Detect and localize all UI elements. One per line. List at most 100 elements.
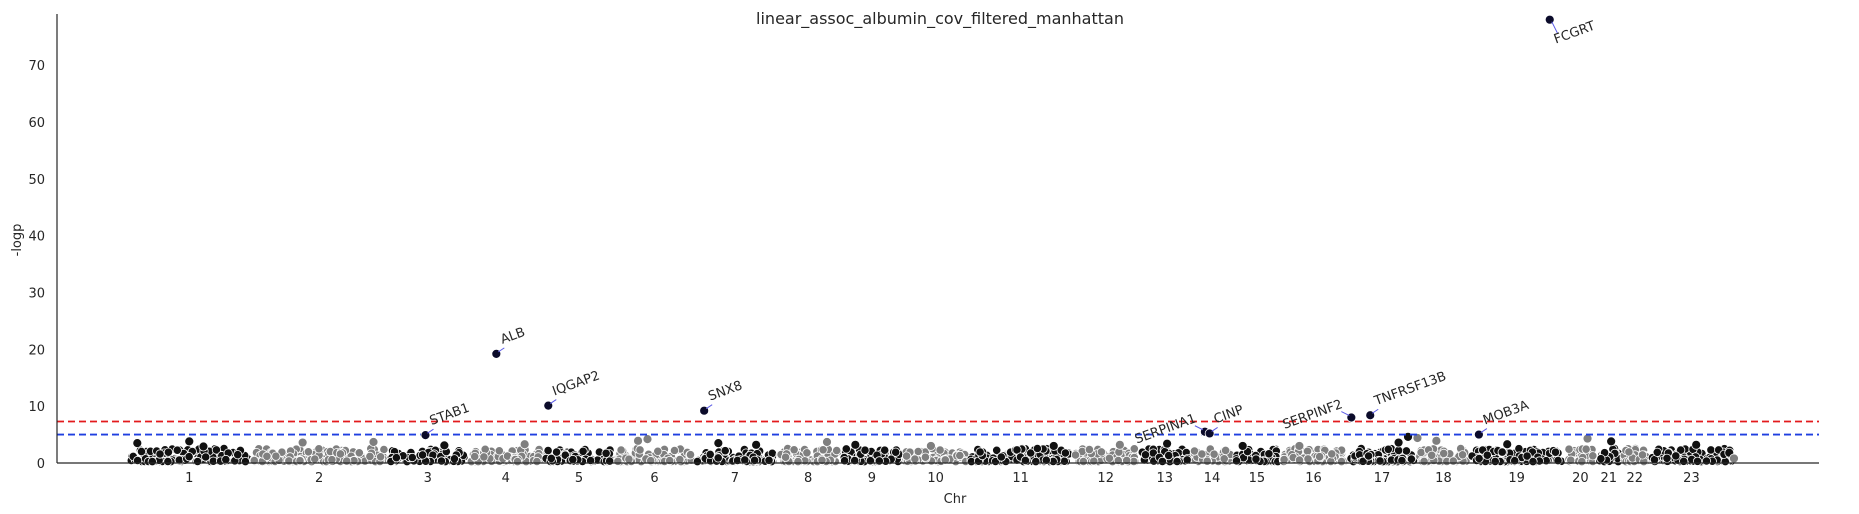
hit-label-stab1: STAB1 bbox=[428, 401, 472, 429]
points-layer bbox=[126, 431, 1739, 467]
hit-label-alb: ALB bbox=[499, 325, 528, 348]
snp-point bbox=[1303, 454, 1313, 464]
snp-point bbox=[1566, 455, 1576, 465]
snp-point bbox=[613, 456, 623, 466]
snp-point bbox=[1691, 439, 1702, 450]
snp-point bbox=[543, 445, 553, 456]
snp-point bbox=[935, 445, 945, 455]
snp-point bbox=[669, 445, 680, 456]
snp-point bbox=[551, 447, 562, 457]
snp-point bbox=[1502, 439, 1513, 450]
snp-point bbox=[1172, 456, 1182, 467]
x-tick-label: 17 bbox=[1374, 471, 1391, 486]
snp-point bbox=[1431, 435, 1442, 446]
snp-point bbox=[992, 445, 1002, 455]
hit-label-snx8: SNX8 bbox=[706, 378, 744, 404]
y-tick-label: 50 bbox=[28, 173, 45, 188]
x-tick-label: 21 bbox=[1601, 471, 1618, 486]
snp-point bbox=[240, 456, 250, 467]
x-tick-label: 12 bbox=[1097, 471, 1114, 486]
snp-point bbox=[1676, 445, 1686, 455]
snp-point bbox=[368, 437, 379, 447]
x-tick-label: 9 bbox=[868, 471, 876, 486]
snp-point bbox=[789, 445, 799, 455]
snp-point bbox=[1458, 450, 1468, 460]
snp-point bbox=[1157, 456, 1168, 466]
snp-point bbox=[375, 452, 386, 462]
snp-point bbox=[624, 454, 634, 464]
snp-point bbox=[578, 446, 588, 456]
snp-point bbox=[284, 456, 294, 466]
snp-point bbox=[996, 452, 1006, 462]
snp-point bbox=[532, 456, 542, 467]
snp-point bbox=[880, 445, 890, 455]
snp-point bbox=[780, 452, 791, 462]
snp-point bbox=[1701, 456, 1712, 466]
y-tick-label: 30 bbox=[28, 286, 45, 301]
snp-point bbox=[940, 455, 950, 465]
snp-point bbox=[1084, 444, 1095, 455]
snp-point bbox=[479, 452, 489, 462]
snp-point bbox=[751, 439, 762, 450]
snp-point bbox=[793, 456, 803, 467]
y-tick-label: 60 bbox=[28, 116, 45, 131]
snp-point bbox=[1596, 454, 1606, 464]
snp-point bbox=[201, 452, 211, 462]
snp-point bbox=[1393, 437, 1404, 448]
snp-point bbox=[616, 445, 626, 455]
hit-arrow bbox=[1480, 428, 1488, 433]
x-tick-label: 15 bbox=[1249, 471, 1266, 486]
snp-point bbox=[1315, 452, 1325, 462]
snp-point bbox=[417, 450, 428, 460]
snp-point bbox=[713, 453, 723, 463]
x-tick-label: 22 bbox=[1626, 471, 1643, 486]
snp-point bbox=[198, 441, 209, 452]
y-tick-label: 0 bbox=[37, 457, 45, 472]
snp-point bbox=[310, 454, 320, 464]
snp-point bbox=[685, 450, 696, 460]
snp-point bbox=[342, 456, 352, 466]
snp-point bbox=[546, 453, 556, 463]
snp-point bbox=[470, 451, 480, 462]
snp-point bbox=[354, 448, 364, 458]
snp-point bbox=[1202, 456, 1212, 466]
snp-point bbox=[841, 444, 851, 454]
hit-label-mob3a: MOB3A bbox=[1481, 398, 1531, 428]
snp-point bbox=[262, 451, 272, 461]
snp-point bbox=[147, 456, 157, 467]
snp-point bbox=[817, 455, 827, 465]
snp-point bbox=[327, 455, 337, 465]
snp-point bbox=[436, 456, 447, 466]
snp-point bbox=[822, 437, 832, 447]
snp-point bbox=[1279, 454, 1289, 465]
snp-point bbox=[1606, 436, 1617, 447]
snp-point bbox=[1662, 453, 1672, 463]
snp-point bbox=[713, 438, 724, 449]
hit-arrow bbox=[1211, 427, 1218, 432]
snp-point bbox=[764, 455, 774, 465]
y-tick-label: 70 bbox=[28, 59, 45, 74]
hit-arrow bbox=[498, 347, 505, 353]
snp-point bbox=[449, 454, 459, 464]
snp-point bbox=[1652, 447, 1662, 457]
snp-point bbox=[314, 444, 324, 454]
snp-point bbox=[136, 446, 147, 457]
snp-point bbox=[891, 447, 901, 457]
x-tick-label: 20 bbox=[1572, 471, 1589, 486]
snp-point bbox=[1251, 454, 1261, 464]
snp-point bbox=[303, 447, 313, 457]
snp-point bbox=[874, 456, 884, 466]
x-tick-label: 6 bbox=[650, 471, 658, 486]
hit-arrow bbox=[550, 399, 557, 405]
snp-point bbox=[163, 456, 173, 467]
snp-point bbox=[1383, 444, 1393, 454]
snp-point bbox=[975, 447, 985, 457]
x-tick-label: 14 bbox=[1204, 471, 1221, 486]
y-tick-label: 10 bbox=[28, 400, 45, 415]
snp-point bbox=[1427, 450, 1437, 460]
snp-point bbox=[1679, 456, 1689, 466]
snp-point bbox=[1129, 444, 1139, 454]
snp-point bbox=[1375, 456, 1385, 466]
snp-point bbox=[1294, 441, 1305, 451]
snp-point bbox=[860, 445, 870, 455]
